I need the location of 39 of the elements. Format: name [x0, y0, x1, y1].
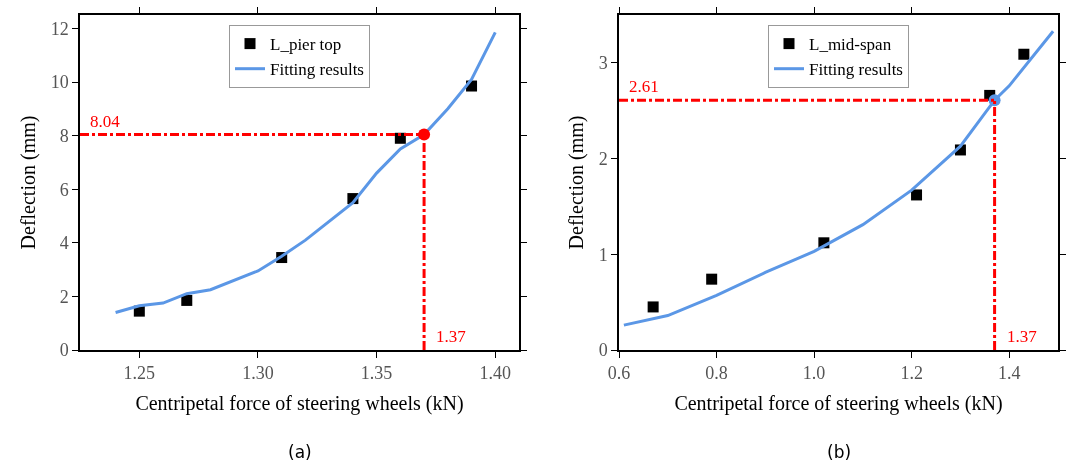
y-tick-label: 1 — [598, 244, 608, 265]
x-axis-title: Centripetal force of steering wheels (kN) — [135, 392, 464, 416]
y-tick-label: 2 — [59, 286, 69, 307]
y-tick-label: 6 — [59, 179, 69, 200]
ref-line-label: 1.37 — [1007, 327, 1038, 346]
x-tick-label: 1.2 — [900, 363, 923, 384]
y-axis-title: Deflection (mm) — [16, 115, 40, 250]
y-tick-label: 12 — [50, 18, 69, 39]
x-axis-title: Centripetal force of steering wheels (kN) — [674, 392, 1003, 416]
y-tick-label: 0 — [598, 340, 608, 361]
y-tick-label: 8 — [59, 125, 69, 146]
point — [1018, 48, 1030, 60]
x-tick-label: 0.6 — [607, 363, 631, 384]
y-axis-title: Deflection (mm) — [564, 115, 588, 250]
point — [911, 189, 923, 201]
x-tick-label: 1.35 — [360, 363, 393, 384]
y-tick-label: 3 — [598, 53, 608, 74]
text: (b) — [827, 442, 852, 462]
x-tick-label: 1.25 — [123, 363, 156, 384]
point — [647, 301, 659, 313]
x-tick-label: 1.30 — [242, 363, 274, 384]
ref-line-label: 2.61 — [629, 77, 659, 96]
legend-label: L_mid-span — [809, 35, 892, 55]
ref-line-label: 8.04 — [90, 112, 121, 131]
point — [181, 294, 193, 306]
x-tick-label: 1.4 — [997, 363, 1021, 384]
x-tick-label: 1.40 — [479, 363, 512, 384]
point — [706, 273, 718, 285]
text: (a) — [288, 442, 312, 462]
y-tick-label: 2 — [598, 148, 608, 169]
legend-label: L_pier top — [270, 35, 342, 55]
y-tick-label: 0 — [59, 340, 69, 361]
x-tick-label: 0.8 — [705, 363, 728, 384]
y-tick-label: 4 — [59, 233, 69, 254]
legend-label: Fitting results — [270, 60, 364, 80]
legend-label: Fitting results — [809, 60, 903, 80]
y-tick-label: 10 — [50, 72, 69, 93]
x-tick-label: 1.0 — [802, 363, 826, 384]
ref-line-label: 1.37 — [436, 327, 467, 346]
